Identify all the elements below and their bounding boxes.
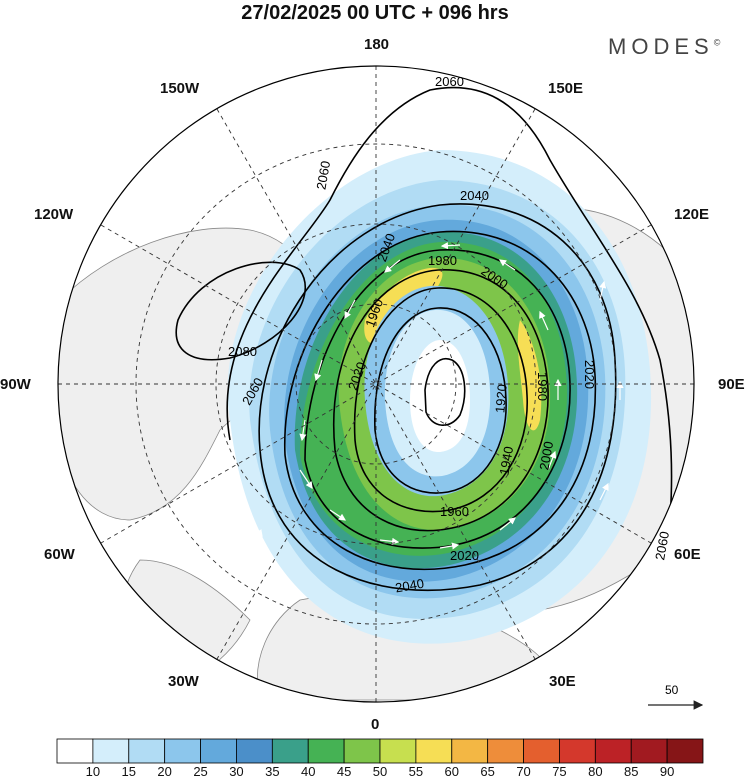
- colorbar-tick-label: 40: [300, 764, 316, 779]
- map-title: 27/02/2025 00 UTC + 096 hrs: [241, 2, 509, 24]
- height-contours: [175, 86, 673, 601]
- colorbar-swatch: [307, 738, 345, 764]
- colorbar-tick-label: 75: [552, 764, 567, 779]
- colorbar-swatch: [451, 738, 489, 764]
- lon-label-0: 0: [371, 716, 380, 733]
- contour-label: 1980: [428, 253, 457, 268]
- vector-scale-label: 50: [665, 683, 679, 697]
- colorbar-swatch: [343, 738, 381, 764]
- contour-label: 2060: [313, 160, 333, 191]
- contour-label: 1980: [535, 372, 550, 401]
- colorbar-swatch: [666, 738, 704, 764]
- lon-label-180: 180: [364, 36, 390, 53]
- colorbar-swatch: [92, 738, 130, 764]
- contour-label: 2000: [536, 440, 556, 471]
- colorbar-swatch: [487, 738, 524, 764]
- contour-label: 2040: [394, 576, 425, 596]
- colorbar-tick-label: 35: [265, 764, 280, 779]
- colorbar-swatch: [415, 738, 453, 764]
- colorbar-swatch: [379, 738, 417, 764]
- lon-label-150w: 150W: [160, 80, 200, 97]
- contour-label: 2020: [582, 360, 597, 389]
- colorbar-tick-label: 60: [444, 764, 459, 779]
- colorbar-tick-label: 65: [480, 764, 495, 779]
- lon-label-90e: 90E: [718, 376, 745, 393]
- colorbar-tick-label: 70: [516, 764, 531, 779]
- colorbar-swatch: [559, 738, 596, 764]
- colorbar-swatch: [523, 738, 560, 764]
- colorbar-tick-label: 55: [408, 764, 424, 779]
- graticule: [58, 66, 694, 702]
- contour-label: 2020: [450, 548, 479, 563]
- contour-label: 2060: [652, 530, 672, 561]
- contour-label: 1920: [492, 384, 509, 414]
- colorbar-tick-label: 25: [193, 764, 208, 779]
- colorbar-tick-label: 15: [121, 764, 136, 779]
- contour-label: 2060: [435, 74, 464, 89]
- lon-label-150e: 150E: [548, 80, 584, 97]
- contour-label: 1960: [440, 504, 469, 519]
- lon-label-120w: 120W: [34, 206, 74, 223]
- colorbar-swatch: [271, 738, 309, 764]
- colorbar-tick-label: 85: [623, 764, 639, 779]
- colorbar-tick-label: 10: [85, 764, 101, 779]
- lon-label-30w: 30W: [168, 673, 199, 690]
- colorbar-tick-label: 45: [336, 764, 352, 779]
- contour-label: 1940: [496, 445, 516, 476]
- contour-label: 2040: [460, 188, 489, 203]
- colorbar-swatch: [594, 738, 632, 764]
- lon-label-30e: 30E: [549, 673, 576, 690]
- colorbar-tick-label: 50: [372, 764, 388, 779]
- colorbar-tick-label: 80: [588, 764, 603, 779]
- lon-label-60w: 60W: [44, 546, 75, 563]
- colorbar: [56, 738, 704, 764]
- colorbar-tick-label: 30: [229, 764, 244, 779]
- colorbar-tick-label: 20: [157, 764, 172, 779]
- contour-label: 2080: [228, 344, 257, 359]
- colorbar-swatch: [164, 738, 201, 764]
- colorbar-swatch: [236, 738, 273, 764]
- colorbar-tick-label: 90: [659, 764, 675, 779]
- wind-vectors: [249, 242, 624, 550]
- lon-label-90w: 90W: [0, 376, 31, 393]
- colorbar-swatch: [200, 738, 237, 764]
- brand-logo: MODES©: [608, 34, 721, 59]
- colorbar-swatch: [56, 738, 94, 764]
- colorbar-swatch: [630, 738, 668, 764]
- lon-label-60e: 60E: [674, 546, 701, 563]
- lon-label-120e: 120E: [674, 206, 710, 223]
- colorbar-swatch: [128, 738, 166, 764]
